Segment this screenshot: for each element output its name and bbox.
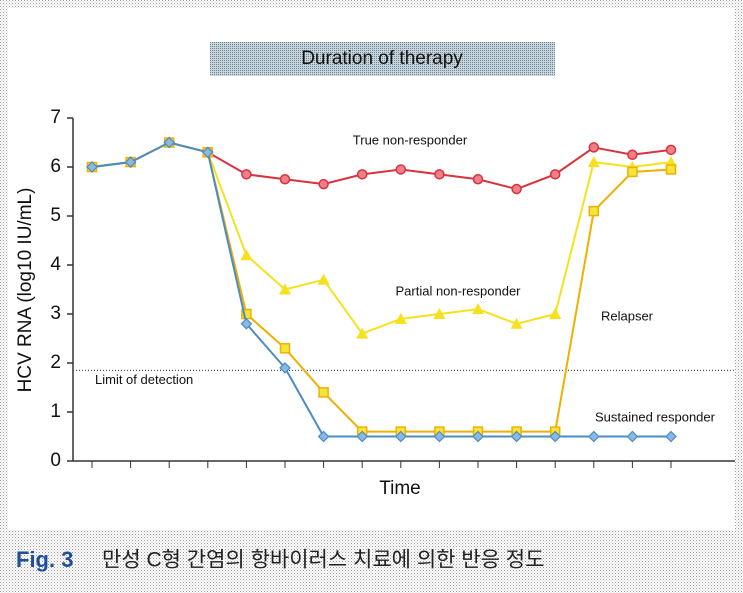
point: [124, 156, 137, 168]
point: [433, 430, 446, 443]
y-tick-label: 7: [50, 107, 61, 128]
caption: 만성 C형 간염의 항바이러스 치료에 의한 반응 정도: [102, 549, 544, 572]
title-box: [210, 42, 555, 76]
point: [588, 142, 600, 153]
y-tick-label: 6: [50, 156, 61, 177]
point: [240, 249, 253, 261]
caption-band: [0, 540, 743, 580]
point: [511, 183, 522, 195]
point: [394, 312, 407, 324]
point: [356, 327, 369, 339]
point: [510, 317, 523, 329]
y-tick-label: 5: [50, 205, 61, 226]
y-axis-label: HCV RNA (log10 IU/mL): [15, 188, 36, 393]
point: [279, 362, 291, 374]
point: [317, 430, 330, 443]
point: [201, 146, 214, 159]
point: [356, 430, 369, 443]
point: [549, 430, 562, 443]
limit-label: Limit of detection: [95, 372, 193, 387]
point: [472, 430, 484, 443]
point: [665, 430, 677, 443]
point: [279, 174, 291, 185]
plot-panel: [8, 8, 735, 530]
point: [510, 430, 523, 443]
point: [549, 308, 562, 319]
series-label: Partial non-responder: [395, 283, 521, 298]
series-label: Relapser: [601, 308, 654, 323]
point: [433, 308, 446, 319]
point: [434, 169, 445, 180]
y-tick-label: 1: [50, 401, 61, 422]
point: [472, 174, 484, 185]
caption-label: Fig. 3: [16, 547, 73, 572]
chart-title: Duration of therapy: [301, 48, 463, 69]
point: [665, 144, 677, 156]
point: [627, 149, 638, 160]
point: [240, 317, 253, 330]
point: [665, 164, 677, 175]
y-tick-label: 3: [50, 303, 61, 324]
y-tick-label: 4: [50, 254, 61, 275]
point: [587, 156, 600, 168]
series-label: Sustained responder: [595, 409, 716, 424]
series-label: True non-responder: [353, 132, 468, 147]
y-tick-label: 0: [50, 450, 61, 471]
point: [472, 303, 484, 315]
point: [318, 178, 329, 190]
point: [279, 343, 291, 354]
point: [587, 430, 600, 443]
x-axis-label: Time: [379, 478, 421, 499]
point: [394, 430, 407, 443]
point: [356, 169, 368, 180]
point: [317, 273, 330, 285]
point: [395, 164, 407, 175]
point: [163, 136, 176, 149]
series-line: [91, 141, 671, 438]
point: [549, 169, 561, 180]
point: [86, 161, 98, 173]
point: [318, 387, 329, 398]
point: [627, 166, 638, 178]
point: [588, 205, 600, 217]
point: [279, 283, 291, 295]
point: [241, 169, 252, 180]
y-tick-label: 2: [50, 352, 61, 373]
point: [626, 430, 639, 443]
